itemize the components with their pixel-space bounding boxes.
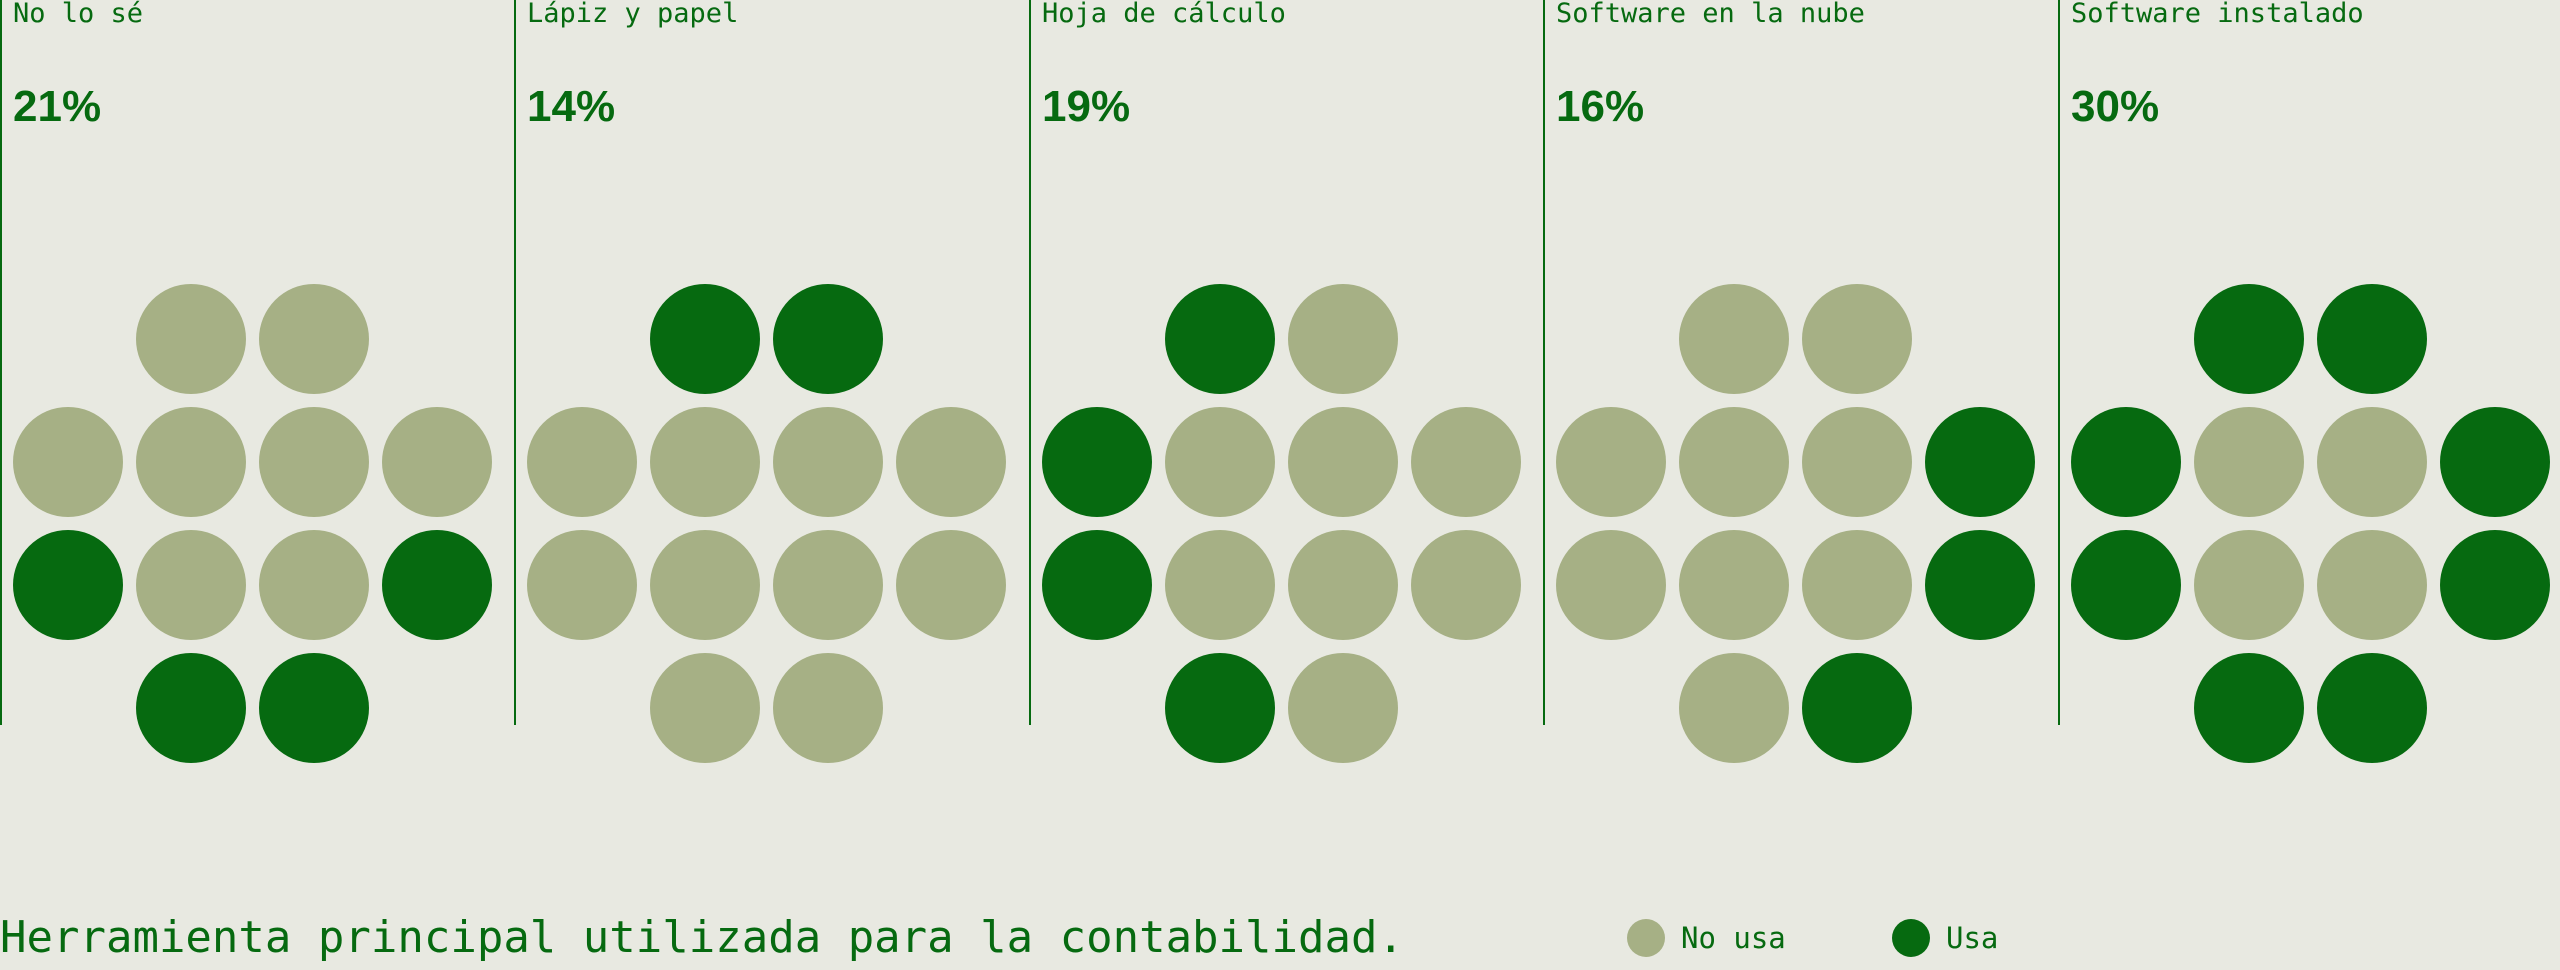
waffle-dot-usa: [1042, 407, 1152, 517]
waffle-dot-no-usa: [259, 407, 369, 517]
panel-category-label: Hoja de cálculo: [1042, 0, 1286, 29]
waffle-dot-no-usa: [136, 530, 246, 640]
panel-category-label: No lo sé: [13, 0, 144, 29]
legend-item-no-usa: No usa: [1627, 918, 1786, 958]
waffle-dot-no-usa: [1165, 407, 1275, 517]
panel-percent-value: 30%: [2071, 82, 2160, 131]
panel-percent-value: 14%: [527, 82, 616, 131]
waffle-dot-usa: [1165, 284, 1275, 394]
waffle-dot-no-usa: [2194, 530, 2304, 640]
waffle-dot-no-usa: [896, 530, 1006, 640]
waffle-dot-no-usa: [136, 407, 246, 517]
waffle-dot-no-usa: [13, 407, 123, 517]
legend-swatch-usa: [1892, 919, 1930, 957]
waffle-dot-usa: [2440, 530, 2550, 640]
waffle-dot-no-usa: [1411, 407, 1521, 517]
waffle-dot-usa: [2194, 284, 2304, 394]
waffle-dot-usa: [2071, 407, 2181, 517]
waffle-dot-usa: [2194, 653, 2304, 763]
waffle-dot-no-usa: [259, 284, 369, 394]
panel-percent-value: 16%: [1556, 82, 1645, 131]
legend-label-no-usa: No usa: [1681, 921, 1786, 955]
legend-label-usa: Usa: [1946, 921, 1999, 955]
waffle-dot-no-usa: [1556, 530, 1666, 640]
waffle-dot-no-usa: [650, 530, 760, 640]
waffle-dot-no-usa: [1288, 653, 1398, 763]
waffle-dot-no-usa: [1802, 530, 1912, 640]
waffle-dot-usa: [1925, 530, 2035, 640]
waffle-dot-usa: [136, 653, 246, 763]
panel-category-label: Lápiz y papel: [527, 0, 739, 29]
waffle-dot-usa: [1165, 653, 1275, 763]
waffle-dot-no-usa: [527, 407, 637, 517]
waffle-dot-no-usa: [1802, 407, 1912, 517]
waffle-dot-no-usa: [2317, 530, 2427, 640]
waffle-dot-usa: [382, 530, 492, 640]
waffle-dot-usa: [259, 653, 369, 763]
waffle-dot-usa: [1925, 407, 2035, 517]
waffle-dot-usa: [2440, 407, 2550, 517]
waffle-dot-no-usa: [1411, 530, 1521, 640]
waffle-dot-no-usa: [2194, 407, 2304, 517]
waffle-dot-no-usa: [773, 530, 883, 640]
waffle-dot-no-usa: [1679, 530, 1789, 640]
waffle-dot-no-usa: [773, 653, 883, 763]
waffle-dot-usa: [2317, 653, 2427, 763]
waffle-dot-no-usa: [1165, 530, 1275, 640]
legend-swatch-no-usa: [1627, 919, 1665, 957]
waffle-dot-usa: [773, 284, 883, 394]
waffle-dot-usa: [2071, 530, 2181, 640]
waffle-dot-no-usa: [1556, 407, 1666, 517]
legend-item-usa: Usa: [1892, 918, 1998, 958]
waffle-dot-no-usa: [650, 653, 760, 763]
waffle-dot-no-usa: [1679, 407, 1789, 517]
panel-divider: [2058, 0, 2060, 725]
waffle-dot-no-usa: [1679, 653, 1789, 763]
waffle-dot-no-usa: [136, 284, 246, 394]
waffle-dot-no-usa: [259, 530, 369, 640]
waffle-dot-no-usa: [773, 407, 883, 517]
panel-percent-value: 21%: [13, 82, 102, 131]
panel-percent-value: 19%: [1042, 82, 1131, 131]
panel-divider: [0, 0, 2, 725]
panel-divider: [1543, 0, 1545, 725]
waffle-dot-no-usa: [650, 407, 760, 517]
waffle-dot-no-usa: [896, 407, 1006, 517]
waffle-dot-usa: [1042, 530, 1152, 640]
waffle-dot-no-usa: [1288, 407, 1398, 517]
waffle-dot-usa: [2317, 284, 2427, 394]
waffle-dot-usa: [13, 530, 123, 640]
panel-divider: [514, 0, 516, 725]
waffle-dot-no-usa: [382, 407, 492, 517]
chart-title: Herramienta principal utilizada para la …: [0, 912, 1404, 963]
panel-category-label: Software instalado: [2071, 0, 2364, 29]
waffle-dot-no-usa: [1288, 284, 1398, 394]
waffle-dot-no-usa: [527, 530, 637, 640]
panel-category-label: Software en la nube: [1556, 0, 1865, 29]
waffle-dot-no-usa: [1288, 530, 1398, 640]
waffle-dot-usa: [1802, 653, 1912, 763]
waffle-dot-no-usa: [1679, 284, 1789, 394]
waffle-dot-usa: [650, 284, 760, 394]
waffle-dot-no-usa: [1802, 284, 1912, 394]
waffle-dot-no-usa: [2317, 407, 2427, 517]
panel-divider: [1029, 0, 1031, 725]
